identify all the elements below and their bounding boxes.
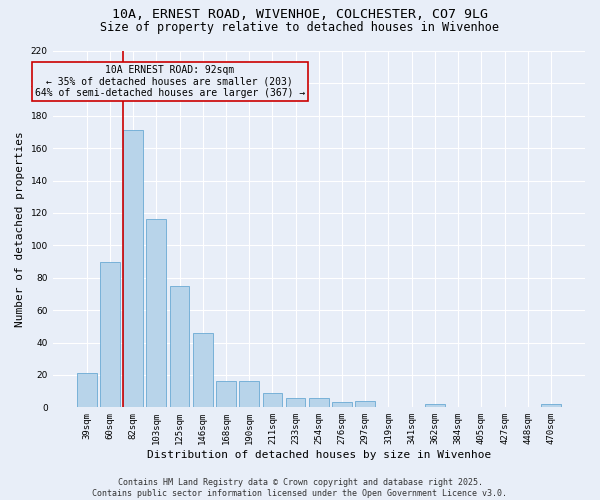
Bar [77, 374, 97, 408]
Bar [146, 220, 166, 408]
Bar [332, 402, 352, 407]
Bar [170, 286, 190, 408]
Text: 10A ERNEST ROAD: 92sqm
← 35% of detached houses are smaller (203)
64% of semi-de: 10A ERNEST ROAD: 92sqm ← 35% of detached… [35, 66, 305, 98]
Bar [309, 398, 329, 407]
Bar [286, 398, 305, 407]
Bar [123, 130, 143, 407]
Text: Contains HM Land Registry data © Crown copyright and database right 2025.
Contai: Contains HM Land Registry data © Crown c… [92, 478, 508, 498]
Bar [216, 382, 236, 407]
Bar [425, 404, 445, 407]
Bar [100, 262, 120, 408]
Text: 10A, ERNEST ROAD, WIVENHOE, COLCHESTER, CO7 9LG: 10A, ERNEST ROAD, WIVENHOE, COLCHESTER, … [112, 8, 488, 20]
Y-axis label: Number of detached properties: Number of detached properties [15, 132, 25, 327]
Bar [541, 404, 561, 407]
Text: Size of property relative to detached houses in Wivenhoe: Size of property relative to detached ho… [101, 21, 499, 34]
Bar [193, 333, 212, 407]
Bar [263, 393, 282, 407]
Bar [239, 382, 259, 407]
Bar [355, 401, 375, 407]
X-axis label: Distribution of detached houses by size in Wivenhoe: Distribution of detached houses by size … [147, 450, 491, 460]
